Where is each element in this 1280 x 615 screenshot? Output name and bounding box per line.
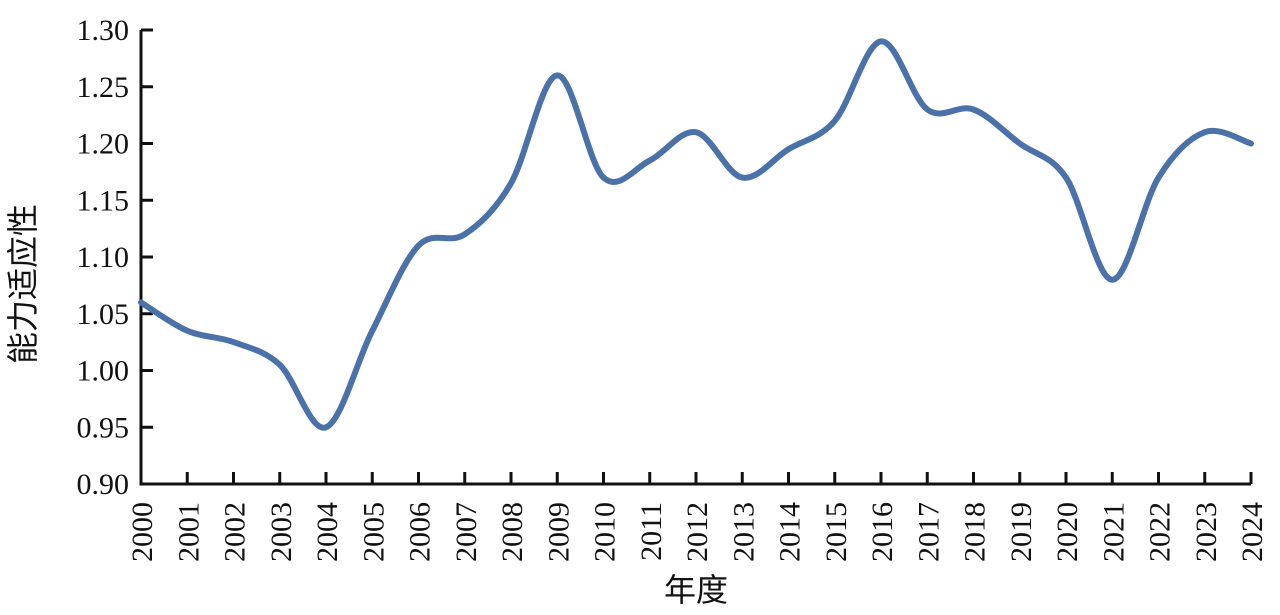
tick-labels: 0.90 0.95 1.00 1.05 1.10 1.15 1.20 1.25 1.30 2000… [77, 14, 1270, 562]
y-tick-label: 0.90 [77, 468, 130, 501]
x-tick-label: 2000 [126, 502, 159, 562]
x-tick-label: 2005 [357, 502, 390, 562]
x-tick-label: 2021 [1097, 502, 1130, 562]
x-tick-label: 2002 [219, 502, 252, 562]
x-tick-label: 2024 [1236, 502, 1269, 562]
y-tick-label: 1.05 [77, 298, 130, 331]
x-axis-title: 年度 [664, 572, 728, 608]
x-tick-label: 2010 [589, 502, 622, 562]
x-tick-label: 2023 [1190, 502, 1223, 562]
y-tick-label: 1.15 [77, 184, 130, 217]
data-line-layer [138, 38, 1254, 431]
x-tick-label: 2013 [727, 502, 760, 562]
x-tick-label: 2022 [1144, 502, 1177, 562]
y-axis-title: 能力适应性 [5, 204, 41, 364]
x-tick-label: 2007 [450, 502, 483, 562]
x-tick-label: 2018 [959, 502, 992, 562]
x-tick-label: 2015 [820, 502, 853, 562]
x-tick-label: 2011 [635, 502, 668, 561]
x-tick-label: 2004 [311, 502, 344, 562]
x-tick-label: 2008 [496, 502, 529, 562]
y-tick-label: 0.95 [77, 411, 130, 444]
x-tick-label: 2020 [1051, 502, 1084, 562]
y-tick-label: 1.00 [77, 355, 130, 388]
x-tick-label: 2001 [172, 502, 205, 562]
tick-marks [139, 28, 1253, 486]
x-tick-label: 2003 [265, 502, 298, 562]
x-tick-label: 2017 [912, 502, 945, 562]
data-line [138, 38, 1254, 431]
y-tick-label: 1.10 [77, 241, 130, 274]
x-tick-label: 2014 [774, 502, 807, 562]
x-tick-label: 2006 [404, 502, 437, 562]
y-tick-label: 1.20 [77, 128, 130, 161]
y-tick-label: 1.30 [77, 14, 130, 47]
y-tick-label: 1.25 [77, 71, 130, 104]
x-tick-label: 2009 [542, 502, 575, 562]
x-tick-label: 2016 [866, 502, 899, 562]
x-tick-label: 2012 [681, 502, 714, 562]
x-tick-label: 2019 [1005, 502, 1038, 562]
